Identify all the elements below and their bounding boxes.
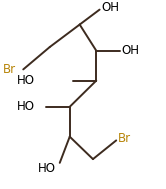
Text: Br: Br <box>118 132 131 145</box>
Text: Br: Br <box>3 63 16 76</box>
Text: HO: HO <box>38 162 55 175</box>
Text: OH: OH <box>121 44 139 57</box>
Text: OH: OH <box>101 1 119 14</box>
Text: HO: HO <box>17 74 35 87</box>
Text: HO: HO <box>17 100 35 113</box>
